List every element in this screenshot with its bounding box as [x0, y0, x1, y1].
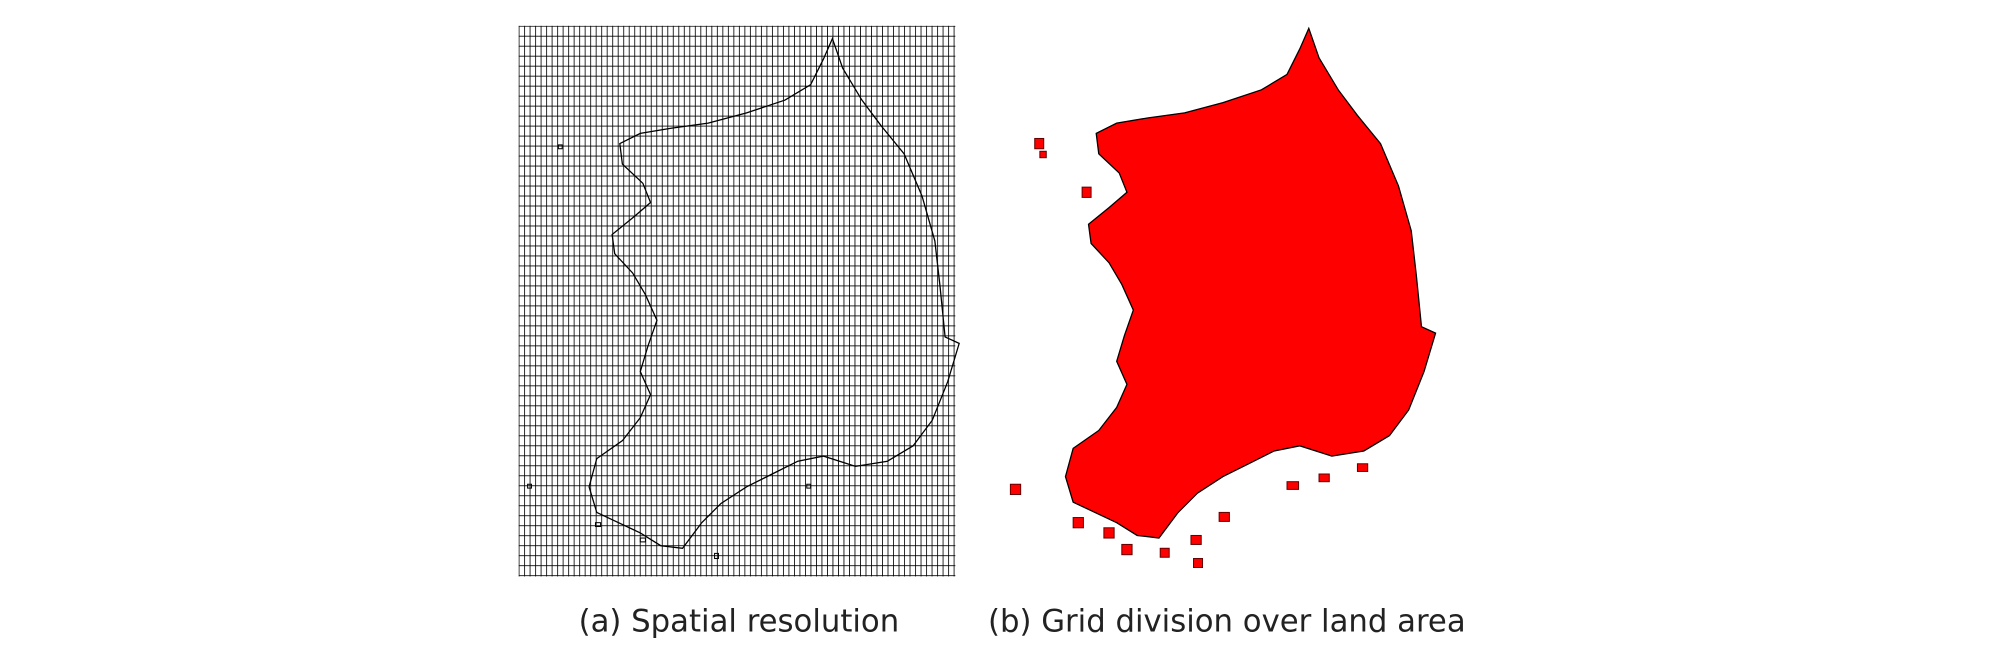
- panel-a: (a) Spatial resolution: [518, 25, 960, 640]
- caption: (a) Spatial resolution: [579, 604, 900, 640]
- grid-overlay: [518, 25, 956, 577]
- islands: [527, 144, 812, 560]
- panel-b: (b) Grid division over land area: [988, 27, 1466, 640]
- island-cells: [1009, 137, 1369, 569]
- caption: (b) Grid division over land area: [988, 604, 1466, 640]
- land-area: [1064, 27, 1437, 539]
